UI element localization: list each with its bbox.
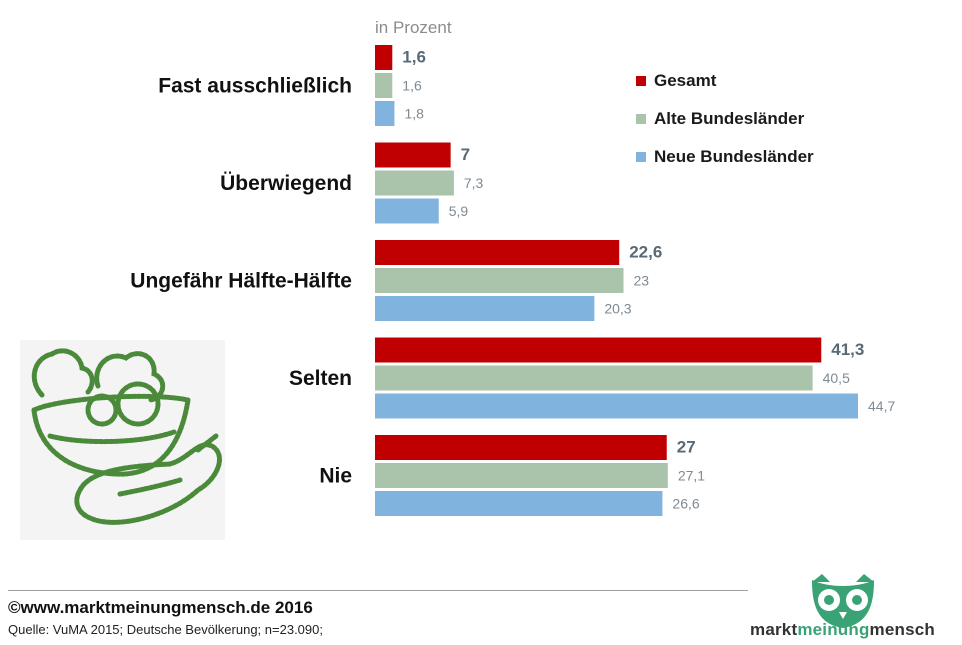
bar: [375, 142, 451, 168]
data-label: 40,5: [823, 370, 850, 386]
bars: [375, 45, 858, 516]
copyright-note: ©www.marktmeinungmensch.de 2016: [8, 598, 313, 617]
data-label: 20,3: [604, 301, 631, 317]
data-label: 41,3: [831, 340, 864, 359]
legend-label: Gesamt: [654, 71, 717, 90]
data-label: 7: [461, 145, 470, 164]
bar: [375, 296, 595, 321]
legend-swatch: [636, 114, 646, 124]
data-label: 1,8: [404, 106, 424, 122]
bar: [375, 198, 439, 224]
category-label: Ungefähr Hälfte-Hälfte: [130, 270, 352, 293]
legend-label: Alte Bundesländer: [654, 109, 805, 128]
category-label: Nie: [319, 465, 352, 488]
bar: [375, 101, 395, 126]
legend-item-alte-bundeslaender: Alte Bundesländer: [636, 100, 814, 138]
data-label: 26,6: [672, 496, 699, 512]
data-label: 23: [634, 273, 650, 289]
legend-label: Neue Bundesländer: [654, 147, 814, 166]
data-label: 5,9: [449, 203, 469, 219]
data-label: 22,6: [629, 243, 662, 262]
bar: [375, 491, 663, 516]
category-label: Fast ausschließlich: [158, 75, 352, 98]
legend-item-neue-bundeslaender: Neue Bundesländer: [636, 138, 814, 176]
data-label: 44,7: [868, 398, 895, 414]
bar: [375, 365, 813, 391]
bar: [375, 170, 454, 196]
legend-swatch: [636, 76, 646, 86]
brand-part: markt: [750, 620, 798, 639]
legend-swatch: [636, 152, 646, 162]
bar: [375, 463, 668, 488]
data-label: 27,1: [678, 468, 705, 484]
brand-part: mensch: [869, 620, 935, 639]
data-label: 1,6: [402, 78, 422, 94]
legend-item-gesamt: Gesamt: [636, 62, 814, 100]
divider: [8, 590, 748, 591]
legend: Gesamt Alte Bundesländer Neue Bundesländ…: [636, 62, 814, 176]
bar-chart: Fast ausschließlich Überwiegend Ungefähr H…: [130, 45, 895, 516]
brand-wordmark: marktmeinungmensch: [750, 620, 935, 640]
bar: [375, 268, 624, 293]
bar: [375, 337, 822, 363]
source-note: Quelle: VuMA 2015; Deutsche Bevölkerung;…: [8, 622, 323, 637]
bar: [375, 73, 393, 98]
vegetable-basket-icon: [20, 340, 225, 540]
owl-logo-icon: [812, 574, 874, 628]
bar: [375, 45, 393, 70]
category-label: Selten: [289, 367, 352, 390]
bar: [375, 393, 858, 419]
data-label: 27: [677, 438, 696, 457]
category-label: Überwiegend: [220, 172, 352, 195]
category-labels: Fast ausschließlich Überwiegend Ungefähr H…: [130, 75, 352, 488]
data-label: 1,6: [402, 48, 426, 67]
bar: [375, 435, 667, 460]
unit-label: in Prozent: [375, 18, 452, 37]
data-label: 7,3: [464, 175, 484, 191]
bar: [375, 240, 620, 265]
brand-part: meinung: [797, 620, 870, 639]
